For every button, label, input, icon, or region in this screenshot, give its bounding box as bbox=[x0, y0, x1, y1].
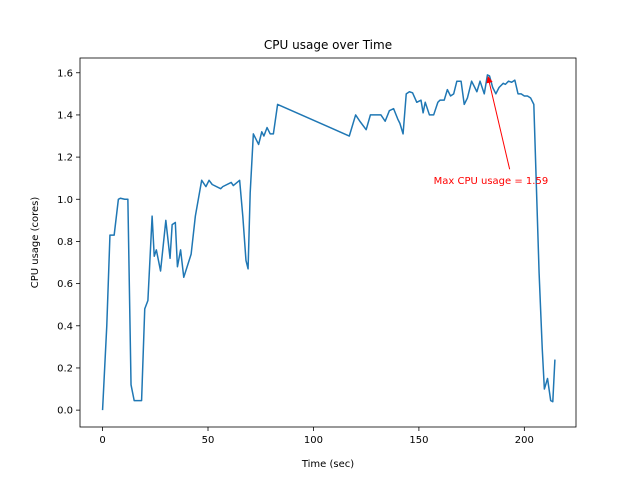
series-layer bbox=[101, 74, 556, 411]
x-tick-label: 150 bbox=[409, 435, 428, 446]
series-line bbox=[101, 74, 556, 411]
x-tick-label: 100 bbox=[304, 435, 323, 446]
y-tick-label: 0.8 bbox=[57, 237, 73, 248]
x-axis-ticks: 0 50 100 150 200 bbox=[99, 427, 534, 446]
annotation-arrow-shaft bbox=[488, 80, 511, 170]
y-tick-label: 1.6 bbox=[57, 68, 73, 79]
chart-title: CPU usage over Time bbox=[264, 38, 392, 52]
x-tick-label: 0 bbox=[99, 435, 105, 446]
annotation-arrow-head bbox=[486, 75, 493, 84]
annotation-text: Max CPU usage = 1.59 bbox=[434, 176, 549, 187]
y-tick-label: 0.0 bbox=[57, 406, 73, 417]
y-axis-label: CPU usage (cores) bbox=[30, 197, 41, 289]
y-tick-label: 0.6 bbox=[57, 279, 73, 290]
y-tick-label: 0.4 bbox=[57, 321, 73, 332]
plot-area bbox=[79, 57, 577, 428]
x-axis-label: Time (sec) bbox=[301, 459, 354, 470]
y-axis-ticks: 0.0 0.2 0.4 0.6 0.8 1.0 1.2 1.4 1.6 bbox=[57, 68, 80, 417]
y-tick-label: 1.4 bbox=[57, 110, 73, 121]
annotation-layer: Max CPU usage = 1.59 bbox=[434, 75, 549, 187]
y-tick-label: 1.2 bbox=[57, 153, 73, 164]
y-tick-label: 1.0 bbox=[57, 195, 73, 206]
axes-frame bbox=[79, 57, 577, 428]
x-tick-label: 200 bbox=[515, 435, 534, 446]
x-tick-label: 50 bbox=[202, 435, 215, 446]
y-tick-label: 0.2 bbox=[57, 363, 73, 374]
